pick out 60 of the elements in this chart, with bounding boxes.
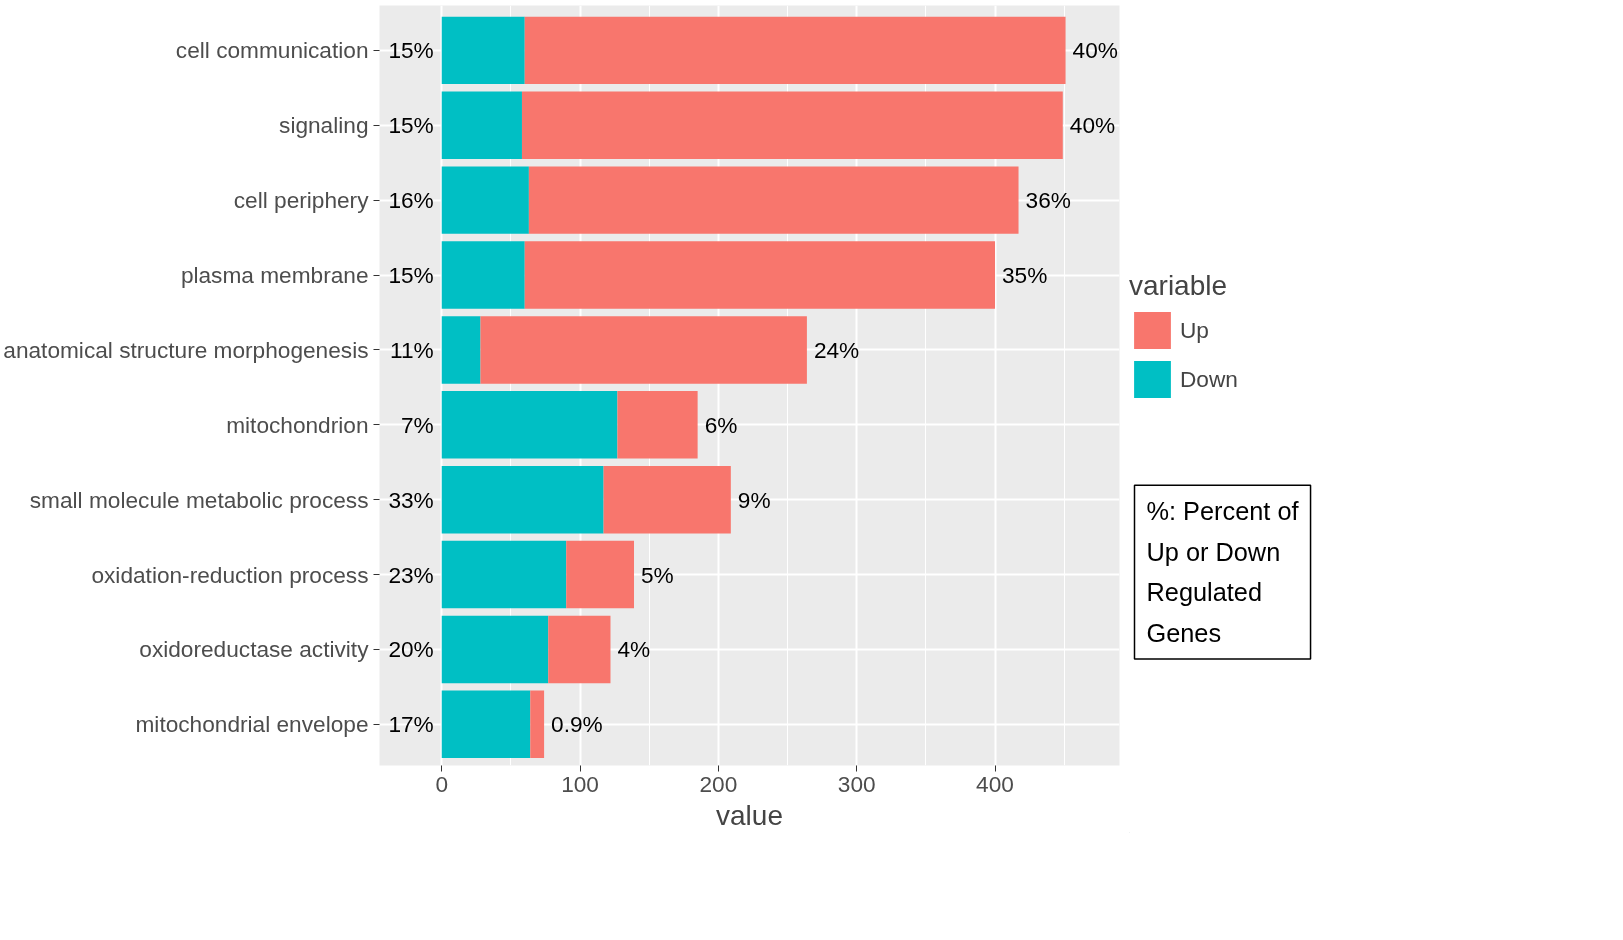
- bar: [441, 241, 525, 309]
- legend-title: variable: [1129, 270, 1229, 302]
- legend-label: Up: [1180, 316, 1209, 344]
- y-tick-label: anatomical structure morphogenesis: [3, 336, 369, 363]
- x-tick-label: 100: [561, 770, 599, 797]
- annotation: 9%: [737, 486, 771, 513]
- annotation: 4%: [617, 636, 651, 663]
- bar: [524, 241, 996, 309]
- bar: [617, 391, 698, 459]
- annotation: 40%: [1069, 112, 1116, 139]
- annotation: 15%: [388, 112, 434, 139]
- annotation: 15%: [388, 262, 434, 289]
- bar: [441, 540, 567, 609]
- text: %: Percent of Up or Down Regulated Genes: [1146, 497, 1300, 647]
- x-axis-title: value: [716, 799, 783, 831]
- y-tick-label: cell periphery: [233, 187, 370, 214]
- annotation: 35%: [1002, 262, 1048, 289]
- legend-label: Down: [1180, 365, 1238, 393]
- bar: [441, 465, 604, 534]
- y-tick-label: oxidation-reduction process: [91, 561, 369, 588]
- bar: [441, 16, 525, 85]
- bar: [441, 615, 549, 684]
- y-tick-label: mitochondrial envelope: [135, 711, 369, 738]
- bar: [441, 91, 522, 159]
- y-tick-label: plasma membrane: [180, 262, 369, 289]
- annotation: 11%: [390, 336, 434, 363]
- bar: [566, 540, 634, 609]
- x-tick-label: 300: [837, 770, 876, 797]
- annotation: 36%: [1025, 187, 1071, 214]
- x-tick-label: 0: [435, 770, 449, 797]
- annotation: 15%: [388, 37, 434, 64]
- bar: [524, 16, 1066, 85]
- bar: [548, 615, 611, 684]
- annotation: 24%: [813, 336, 860, 363]
- bar: [528, 166, 1019, 234]
- annotation: 6%: [704, 411, 738, 438]
- bar: [441, 166, 529, 234]
- annotation: 40%: [1072, 37, 1118, 64]
- bar: [603, 465, 731, 534]
- y-tick-label: oxidoreductase activity: [139, 636, 370, 663]
- annotation: 17%: [388, 711, 434, 738]
- bar: [441, 391, 618, 459]
- bar: [521, 91, 1063, 159]
- bar: [530, 690, 545, 759]
- bar: [441, 316, 481, 384]
- x-tick-label: 200: [699, 770, 738, 797]
- annotation: 7%: [401, 411, 434, 438]
- annotation: 0.9%: [551, 711, 603, 738]
- annotation: 23%: [388, 561, 434, 588]
- annotation: 33%: [388, 486, 434, 513]
- y-tick-label: small molecule metabolic process: [29, 486, 369, 513]
- x-tick-label: 400: [976, 770, 1014, 797]
- y-tick-label: signaling: [279, 112, 369, 139]
- annotation: 16%: [388, 187, 434, 214]
- annotation: 20%: [388, 636, 434, 663]
- annotation: 5%: [641, 561, 674, 588]
- bar: [441, 690, 531, 759]
- y-tick-label: mitochondrion: [226, 411, 369, 438]
- y-tick-label: cell communication: [175, 37, 369, 64]
- bar: [480, 316, 807, 384]
